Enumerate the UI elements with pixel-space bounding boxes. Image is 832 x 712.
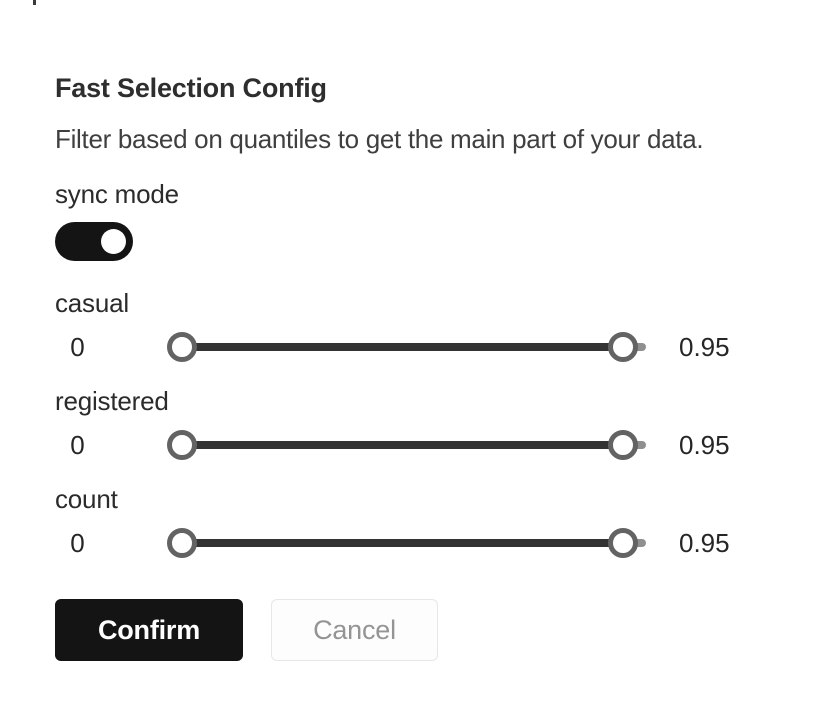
sync-mode-toggle[interactable] [55,222,133,261]
top-edge-artifact [33,0,36,5]
slider-min-value: 0 [70,331,85,362]
slider-min-value: 0 [70,429,85,460]
slider-row-count: 0 0.95 [55,515,832,571]
slider-selected-track [182,343,623,351]
slider-min-value: 0 [70,527,85,558]
cancel-button[interactable]: Cancel [271,599,438,661]
sync-mode-label: sync mode [55,179,179,209]
slider-label-registered: registered [55,386,169,416]
slider-selected-track [182,539,623,547]
slider-handle-low[interactable] [167,332,197,362]
slider-handle-high[interactable] [607,430,638,460]
slider-label-count: count [55,484,118,514]
slider-count[interactable] [167,528,646,558]
toggle-knob [101,229,126,254]
slider-registered[interactable] [167,430,646,460]
slider-row-casual: 0 0.95 [55,319,832,375]
slider-max-value: 0.95 [679,527,730,558]
panel-description: Filter based on quantiles to get the mai… [55,124,704,154]
slider-row-registered: 0 0.95 [55,417,832,473]
page-title: Fast Selection Config [55,73,327,103]
slider-max-value: 0.95 [679,429,730,460]
slider-handle-low[interactable] [167,430,197,460]
confirm-button[interactable]: Confirm [55,599,243,661]
slider-max-value: 0.95 [679,331,730,362]
slider-casual[interactable] [167,332,646,362]
button-row: Confirm Cancel [55,599,832,661]
slider-handle-high[interactable] [607,332,638,362]
slider-label-casual: casual [55,288,129,318]
slider-handle-high[interactable] [607,528,638,558]
slider-handle-low[interactable] [167,528,197,558]
slider-selected-track [182,441,623,449]
